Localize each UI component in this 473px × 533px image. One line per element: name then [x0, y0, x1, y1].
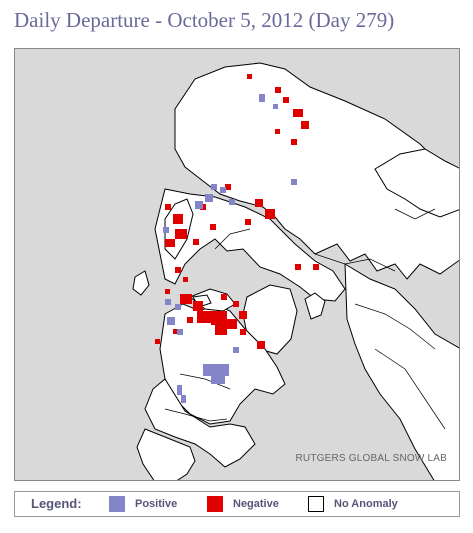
map-credit: RUTGERS GLOBAL SNOW LAB: [295, 453, 447, 464]
map-legend: Legend: Positive Negative No Anomaly: [14, 491, 460, 517]
legend-swatch-no-anomaly: [308, 496, 324, 512]
landmass-uk: [132, 270, 150, 296]
landmass-alaska: [374, 148, 459, 218]
borders: [164, 208, 446, 430]
legend-label-positive: Positive: [135, 498, 178, 510]
page-title: Daily Departure - October 5, 2012 (Day 2…: [14, 8, 395, 32]
land-masses: [132, 62, 459, 480]
legend-title: Legend:: [31, 496, 82, 511]
landmass-east-asia: [344, 263, 459, 480]
landmass-greenland: [242, 284, 298, 355]
landmass-usa: [144, 378, 256, 468]
negative-anomaly-cells: [155, 74, 319, 349]
snow-anomaly-map: RUTGERS GLOBAL SNOW LAB: [14, 48, 460, 481]
map-canvas: [132, 62, 459, 480]
legend-swatch-negative: [207, 496, 223, 512]
landmass-japan: [304, 292, 326, 320]
landmass-mexico: [136, 428, 196, 480]
positive-anomaly-cells: [163, 94, 297, 403]
landmass-siberia: [174, 62, 459, 280]
legend-swatch-positive: [109, 496, 125, 512]
legend-label-negative: Negative: [233, 498, 279, 510]
legend-label-no-anomaly: No Anomaly: [334, 498, 398, 510]
